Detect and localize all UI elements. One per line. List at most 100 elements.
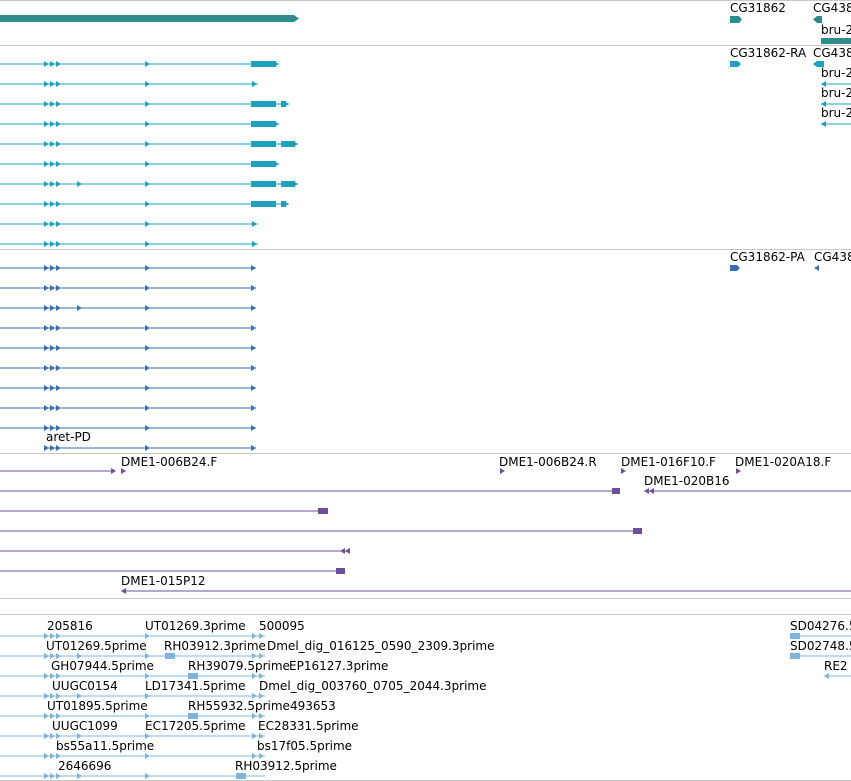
strand-arrow <box>145 161 150 167</box>
strand-arrow <box>50 121 55 127</box>
strand-arrow <box>56 285 61 291</box>
strand-arrow <box>251 405 256 411</box>
strand-arrow <box>145 365 150 371</box>
est-block[interactable] <box>188 713 198 719</box>
strand-arrow <box>145 141 150 147</box>
strand-arrow <box>44 693 49 699</box>
strand-arrow <box>50 385 55 391</box>
strand-arrow <box>77 653 82 659</box>
exon-block[interactable] <box>251 181 276 187</box>
exon-block[interactable] <box>281 181 295 187</box>
strand-arrow <box>77 733 82 739</box>
strand-arrow <box>145 181 150 187</box>
est-block[interactable] <box>165 653 175 659</box>
strand-arrow <box>56 345 61 351</box>
strand-arrow <box>56 633 61 639</box>
gene-feature[interactable] <box>730 16 742 23</box>
strand-arrow <box>77 693 82 699</box>
gene-feature[interactable] <box>821 38 851 44</box>
strand-arrow <box>259 753 264 759</box>
exon-block[interactable] <box>281 141 295 147</box>
clone-end[interactable] <box>612 488 620 494</box>
exon-block[interactable] <box>251 161 276 167</box>
strand-arrow <box>56 405 61 411</box>
clone-end[interactable] <box>633 528 642 534</box>
est-label: 205816 <box>47 619 93 633</box>
strand-arrow <box>259 713 264 719</box>
exon-block[interactable] <box>251 61 276 67</box>
est-block[interactable] <box>236 773 246 779</box>
strand-arrow <box>145 265 150 271</box>
est-block[interactable] <box>188 673 198 679</box>
est-label: Dmel_dig_016125_0590_2309.3prime <box>267 639 495 653</box>
clone-label: DME1-016F10.F <box>621 455 716 469</box>
strand-arrow <box>56 81 61 87</box>
strand-arrow <box>44 753 49 759</box>
strand-arrow <box>259 633 264 639</box>
exon-block[interactable] <box>251 101 276 107</box>
strand-arrow <box>145 61 150 67</box>
strand-arrow <box>44 201 49 207</box>
gene-feature[interactable] <box>813 16 822 23</box>
est-label: 493653 <box>290 699 336 713</box>
clone-label: DME1-020B16 <box>644 474 730 488</box>
est-label: UUGC0154 <box>52 679 118 693</box>
strand-arrow <box>50 733 55 739</box>
strand-arrow <box>252 241 257 247</box>
est-label: UUGC1099 <box>52 719 118 733</box>
strand-arrow <box>644 488 649 494</box>
strand-arrow <box>44 121 49 127</box>
strand-arrow <box>50 305 55 311</box>
strand-arrow <box>259 653 264 659</box>
est-label: GH07944.5prime <box>51 659 154 673</box>
exon-block[interactable] <box>251 141 276 147</box>
gene-feature[interactable] <box>0 15 294 22</box>
strand-arrow <box>44 181 49 187</box>
strand-arrow <box>56 753 61 759</box>
exon-block[interactable] <box>251 121 276 127</box>
strand-arrow <box>56 141 61 147</box>
cds-label-cg438: CG438 <box>814 250 851 264</box>
strand-arrow <box>44 265 49 271</box>
strand-arrow <box>56 201 61 207</box>
strand-arrow <box>121 588 126 594</box>
est-label: RH55932.5prime <box>188 699 290 713</box>
strand-arrow <box>44 713 49 719</box>
strand-arrow <box>50 285 55 291</box>
cds-feature[interactable] <box>730 265 740 271</box>
strand-arrow <box>77 773 82 779</box>
strand-arrow <box>77 305 82 311</box>
est-label: RH03912.3prime <box>164 639 266 653</box>
clone-label: DME1-020A18.F <box>735 455 831 469</box>
mrna-label-bru: bru-2 <box>821 66 851 80</box>
strand-arrow <box>821 101 826 107</box>
transcript-feature[interactable] <box>730 61 741 67</box>
clone-end[interactable] <box>318 508 328 514</box>
strand-arrow <box>56 773 61 779</box>
strand-arrow <box>145 405 150 411</box>
clone-end[interactable] <box>336 568 345 574</box>
strand-arrow <box>50 713 55 719</box>
strand-arrow <box>44 81 49 87</box>
strand-arrow <box>44 141 49 147</box>
strand-arrow <box>500 468 505 474</box>
cds-label-aret-pd: aret-PD <box>46 430 91 444</box>
strand-arrow <box>50 221 55 227</box>
est-label: UT01895.5prime <box>47 699 148 713</box>
strand-arrow <box>56 713 61 719</box>
strand-arrow <box>145 221 150 227</box>
strand-arrow <box>145 121 150 127</box>
strand-arrow <box>145 345 150 351</box>
strand-arrow <box>251 325 256 331</box>
exon-block[interactable] <box>251 201 276 207</box>
strand-arrow <box>44 305 49 311</box>
strand-arrow <box>56 181 61 187</box>
strand-arrow <box>50 265 55 271</box>
strand-arrow <box>814 61 819 67</box>
strand-arrow <box>44 733 49 739</box>
strand-arrow <box>145 673 150 679</box>
strand-arrow <box>44 61 49 67</box>
strand-arrow <box>145 285 150 291</box>
strand-arrow <box>252 201 257 207</box>
